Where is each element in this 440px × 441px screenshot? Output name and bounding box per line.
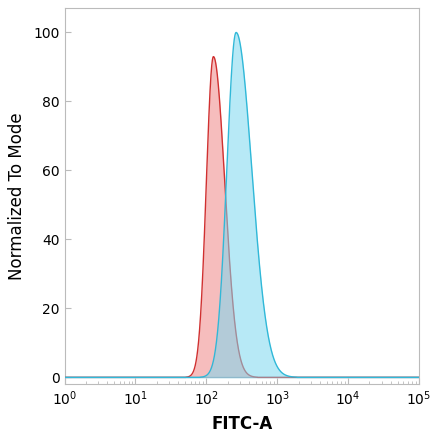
X-axis label: FITC-A: FITC-A — [211, 415, 272, 433]
Y-axis label: Normalized To Mode: Normalized To Mode — [8, 112, 26, 280]
